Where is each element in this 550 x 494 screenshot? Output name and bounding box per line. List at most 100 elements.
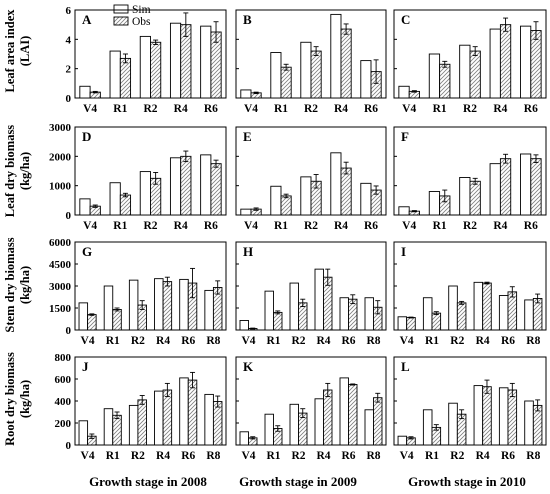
row-label-2-line-2: (kg/ha) xyxy=(18,266,32,304)
bar-sim xyxy=(489,28,501,99)
bar-sim xyxy=(300,176,312,216)
panel-label: K xyxy=(243,359,254,374)
y-tick-label: 4500 xyxy=(49,259,72,271)
x-tick-label: R8 xyxy=(206,335,220,347)
panel-G: 0 1500 3000 4500 6000 G V4 R1 R2 R4 R6 R8 xyxy=(49,237,227,347)
y-tick-label: 200 xyxy=(55,418,72,430)
bar-sim xyxy=(448,285,458,331)
x-tick-label: V4 xyxy=(81,450,95,462)
bar-sim xyxy=(360,182,372,216)
bar-obs xyxy=(456,302,467,331)
panel-label: J xyxy=(82,359,89,374)
bar-sim xyxy=(364,297,374,331)
bar-obs xyxy=(482,282,492,331)
x-tick-label: R1 xyxy=(106,335,120,347)
bar-sim xyxy=(422,297,433,331)
column-xlabel-2008: Growth stage in 2008 xyxy=(89,474,207,489)
bar-sim xyxy=(428,191,441,216)
bar-sim xyxy=(78,302,89,331)
bar-obs xyxy=(212,401,223,446)
x-tick-label: R1 xyxy=(433,220,447,232)
bar-sim xyxy=(524,400,534,446)
x-tick-label: R6 xyxy=(524,103,538,115)
bar-obs xyxy=(530,30,542,99)
y-tick-label: 0 xyxy=(66,325,72,337)
bar-obs xyxy=(406,317,416,331)
x-tick-label: R6 xyxy=(524,220,538,232)
x-tick-label: R8 xyxy=(366,450,380,462)
bar-sim xyxy=(459,177,471,216)
bar-obs xyxy=(439,63,451,99)
bar-obs xyxy=(280,66,292,99)
bar-sim xyxy=(239,431,249,446)
bar-sim xyxy=(154,390,164,446)
x-tick-label: V4 xyxy=(241,450,255,462)
x-tick-label: R1 xyxy=(433,103,447,115)
x-tick-label: R8 xyxy=(526,335,540,347)
bar-sim xyxy=(264,413,274,446)
bar-sim xyxy=(448,402,458,446)
panel-frame xyxy=(393,241,547,331)
bar-obs xyxy=(340,28,352,99)
y-tick-label: 3000 xyxy=(49,122,72,134)
bar-sim xyxy=(300,41,312,99)
x-tick-label: R1 xyxy=(266,335,280,347)
x-tick-label: R4 xyxy=(316,450,330,462)
x-tick-label: R2 xyxy=(291,450,305,462)
y-tick-label: 1000 xyxy=(49,181,72,193)
x-tick-label: V4 xyxy=(81,335,95,347)
x-tick-label: R4 xyxy=(156,450,170,462)
panel-A: 0 2 4 6A V4 R1 R2 R4 R6 xyxy=(66,5,227,115)
x-tick-label: V4 xyxy=(400,335,414,347)
x-tick-label: R4 xyxy=(174,103,188,115)
bar-sim xyxy=(200,154,212,216)
x-tick-label: V4 xyxy=(241,335,255,347)
bar-sim xyxy=(520,25,532,99)
x-tick-label: R4 xyxy=(334,103,348,115)
bar-obs xyxy=(162,281,173,331)
bar-obs xyxy=(340,167,352,216)
bar-obs xyxy=(507,291,518,331)
panel-label: D xyxy=(82,129,91,144)
x-tick-label: R2 xyxy=(463,103,477,115)
bar-sim xyxy=(128,404,139,446)
column-xlabel-2009: Growth stage in 2009 xyxy=(239,474,357,489)
panel-F: F V4 R1 R2 R4 R6 xyxy=(393,126,547,232)
panel-C: C V4 R1 R2 R4 R6 xyxy=(393,9,547,115)
bar-sim xyxy=(459,44,471,99)
y-tick-label: 800 xyxy=(55,352,72,364)
y-tick-label: 3000 xyxy=(49,281,72,293)
panel-L: L V4 R1 R2 R4 R6 R8 xyxy=(393,356,547,462)
bar-sim xyxy=(422,409,433,446)
panel-label: C xyxy=(401,12,410,27)
bar-obs xyxy=(210,163,222,216)
panel-label: I xyxy=(401,244,406,259)
x-tick-label: R6 xyxy=(204,103,218,115)
row-label-1-line-1: Leaf dry biomass xyxy=(3,125,17,218)
bar-sim xyxy=(289,282,299,331)
x-tick-label: R6 xyxy=(501,335,515,347)
panel-label: B xyxy=(243,12,252,27)
bar-sim xyxy=(473,281,484,331)
bar-obs xyxy=(530,158,542,216)
x-tick-label: V4 xyxy=(400,450,414,462)
x-tick-label: R6 xyxy=(181,450,195,462)
bar-sim xyxy=(397,435,408,446)
bar-sim xyxy=(520,153,532,216)
bar-sim xyxy=(103,408,114,446)
panel-frame xyxy=(393,356,547,446)
row-label-3-line-1: Root dry biomass xyxy=(3,352,17,446)
y-tick-label: 0 xyxy=(66,210,72,222)
x-tick-label: V4 xyxy=(244,103,258,115)
bar-sim xyxy=(524,299,534,331)
legend: Sim Obs xyxy=(113,4,151,28)
row-label-1-line-2: (kg/ha) xyxy=(18,152,32,190)
bar-sim xyxy=(498,387,509,446)
legend-sim-swatch xyxy=(113,4,129,14)
bar-sim xyxy=(240,89,252,99)
x-tick-label: R6 xyxy=(364,103,378,115)
panel-label: A xyxy=(82,12,92,27)
bar-obs xyxy=(469,50,481,99)
bar-obs xyxy=(310,50,322,99)
bar-sim xyxy=(330,13,342,99)
